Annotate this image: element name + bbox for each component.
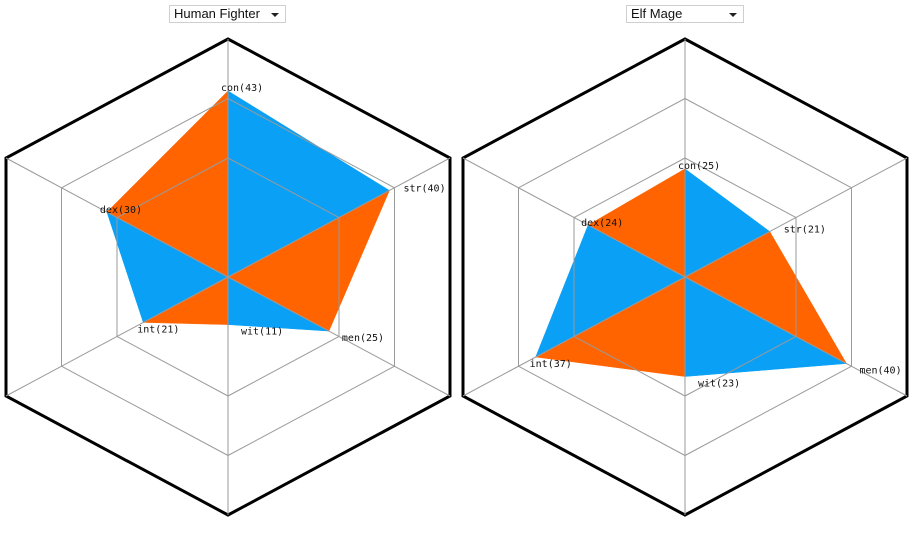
chevron-down-icon bbox=[271, 13, 279, 17]
radar-label-men: men(25) bbox=[342, 333, 384, 344]
radar-axis-men bbox=[227, 276, 451, 397]
radar-label-men: men(40) bbox=[859, 366, 901, 377]
radar-label-dex: dex(30) bbox=[100, 205, 142, 216]
radar-label-int: int(21) bbox=[137, 324, 179, 335]
radar-axis-men bbox=[684, 276, 908, 397]
radar-label-int: int(37) bbox=[530, 359, 572, 370]
radar-label-str: str(40) bbox=[403, 183, 445, 194]
class-select-right-value: Elf Mage bbox=[631, 6, 683, 21]
chevron-down-icon bbox=[729, 13, 737, 17]
class-select-right[interactable]: Elf Mage bbox=[626, 5, 744, 23]
class-select-left[interactable]: Human Fighter bbox=[169, 5, 286, 23]
class-select-left-value: Human Fighter bbox=[174, 6, 260, 21]
radar-label-wit: wit(11) bbox=[241, 327, 283, 338]
radar-label-con: con(43) bbox=[221, 83, 263, 94]
radar-label-str: str(21) bbox=[784, 225, 826, 236]
radar-label-con: con(25) bbox=[678, 161, 720, 172]
radar-axis-int bbox=[5, 276, 229, 397]
radar-chart-1: con(25) str(21) men(40) wit(23) int(37) dex(2… bbox=[461, 37, 909, 517]
radar-axis-str bbox=[684, 157, 908, 278]
radar-chart-0: con(43) str(40) men(25) wit(11) int(21) dex(3… bbox=[4, 37, 452, 517]
radar-label-dex: dex(24) bbox=[581, 218, 623, 229]
radar-axis-dex bbox=[5, 157, 229, 278]
radar-label-wit: wit(23) bbox=[698, 379, 740, 390]
radar-axis-dex bbox=[462, 157, 686, 278]
radar-axis-int bbox=[462, 276, 686, 397]
radar-axis-str bbox=[227, 157, 451, 278]
